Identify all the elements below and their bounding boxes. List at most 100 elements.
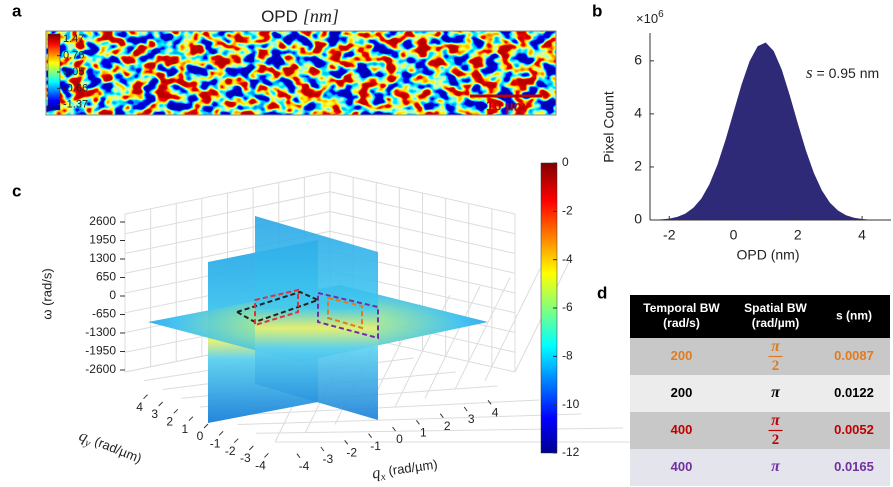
qx-tick: [463, 406, 468, 412]
qy-tick: [143, 394, 148, 400]
qx-tick-label: -1: [370, 439, 381, 453]
box-grid-line: [218, 399, 540, 417]
colorbar-tick-label: 1.47: [63, 33, 84, 45]
x-tick-label: 4: [858, 227, 866, 243]
opd-map: [46, 31, 556, 115]
z-tick-label: 1950: [89, 233, 116, 247]
table-cell: 0.0165: [834, 459, 874, 474]
table-header: (rad/µm): [752, 316, 800, 330]
table-header: (rad/s): [663, 316, 700, 330]
annotation-symbol: s: [806, 63, 813, 82]
fraction-numerator: π: [771, 412, 781, 429]
box-orange: [327, 296, 363, 330]
qy-tick: [203, 423, 209, 429]
table-header-bg: [630, 295, 890, 338]
title-unit: [nm]: [303, 6, 339, 26]
z-tick-label: -1950: [85, 344, 116, 358]
y-tick-label: 2: [634, 158, 642, 174]
map-title: OPD [nm]: [261, 6, 339, 26]
qx-tick-label: 3: [468, 412, 475, 426]
qx-tick: [320, 446, 325, 452]
table-cell: 0.0122: [834, 385, 874, 400]
qx-tick-label: 2: [444, 419, 451, 433]
qy-tick: [158, 401, 164, 407]
z-tick-label: 1300: [89, 251, 116, 265]
table-cell: 0.0087: [834, 348, 874, 363]
qx-tick-label: -2: [346, 446, 357, 460]
table-cell: 400: [671, 422, 693, 437]
box-grid-line: [329, 191, 516, 235]
box-red: [254, 288, 299, 327]
table-cell: 0.0052: [834, 422, 874, 437]
box-grid-line: [329, 171, 516, 215]
box-grid-line: [484, 268, 541, 381]
title-main: OPD: [261, 7, 298, 26]
panel-label: b: [592, 1, 602, 20]
scale-bar-label: 10 µm: [486, 98, 526, 114]
table-cell: 200: [671, 385, 693, 400]
table-cell: π: [771, 458, 781, 475]
table-row-bg: [630, 449, 890, 486]
unit: (rad/µm): [89, 433, 144, 467]
map-frame: [45, 30, 557, 116]
qy-tick: [233, 438, 239, 444]
table-row-bg: [630, 412, 890, 449]
qx-tick: [392, 426, 396, 432]
box-grid-line: [329, 211, 516, 254]
colorbar-tick-label: -0.66: [63, 82, 88, 94]
qy-axis-label: qy (rad/µm): [76, 427, 144, 469]
qy-tick-label: 1: [182, 422, 189, 436]
box-grid-line: [424, 286, 481, 399]
box-grid-line: [237, 413, 582, 425]
table-header: Spatial BW: [744, 301, 807, 315]
unit: (rad/µm): [384, 457, 439, 479]
box-grid-line: [454, 277, 511, 390]
colorbar-tick-label: -12: [562, 445, 580, 459]
qx-tick: [368, 433, 373, 438]
qx-tick-label: -4: [299, 459, 310, 473]
fraction-denominator: 2: [772, 432, 780, 448]
table-cell: 400: [671, 459, 693, 474]
table-header: s (nm): [836, 309, 872, 323]
qx-tick: [344, 440, 349, 445]
panel-label: a: [12, 1, 22, 20]
qy-tick-label: 2: [166, 415, 173, 429]
table-cell: π: [771, 384, 781, 401]
z-tick-label: -650: [92, 307, 116, 321]
fraction-denominator: 2: [772, 358, 780, 374]
multiplier-base: ×10: [636, 11, 658, 26]
box-black: [234, 290, 321, 324]
annotation: s = 0.95 nm: [806, 63, 879, 82]
table-cell: 200: [671, 348, 693, 363]
qx-tick: [296, 453, 301, 458]
colorbar-tick-label: 0.05: [63, 66, 84, 78]
qy-tick: [218, 430, 224, 436]
z-tick-label: -2600: [85, 362, 116, 376]
y-tick-label: 4: [634, 105, 642, 121]
y-axis-label: Pixel Count: [601, 91, 617, 163]
box-grid-line: [124, 171, 331, 215]
multiplier-exp: 6: [658, 9, 664, 20]
colorbar-tick-label: 0: [562, 155, 569, 169]
qy-tick-label: 0: [197, 429, 204, 443]
z-tick-label: -1300: [85, 325, 116, 339]
qy-tick: [173, 408, 179, 414]
qx-tick: [487, 400, 492, 405]
z-axis-label: ω (rad/s): [39, 268, 54, 319]
colorbar-tick-label: -1.37: [63, 99, 88, 111]
qy-tick: [248, 445, 254, 451]
x-tick-label: 2: [794, 227, 802, 243]
x-axis-label: OPD (nm): [737, 247, 800, 263]
z-tick-label: 650: [96, 270, 116, 284]
y-tick-label: 0: [634, 211, 642, 227]
colorbar-tick-label: 0.76: [63, 50, 84, 62]
subscript: x: [379, 470, 387, 483]
x-tick-label: -2: [663, 227, 676, 243]
symbol: q: [371, 464, 381, 482]
qx-tick: [415, 420, 420, 425]
qx-axis-label: qx (rad/µm): [371, 456, 439, 484]
qx-tick-label: -3: [322, 452, 333, 466]
panel-label: d: [597, 283, 607, 302]
panel-label: c: [12, 181, 21, 200]
